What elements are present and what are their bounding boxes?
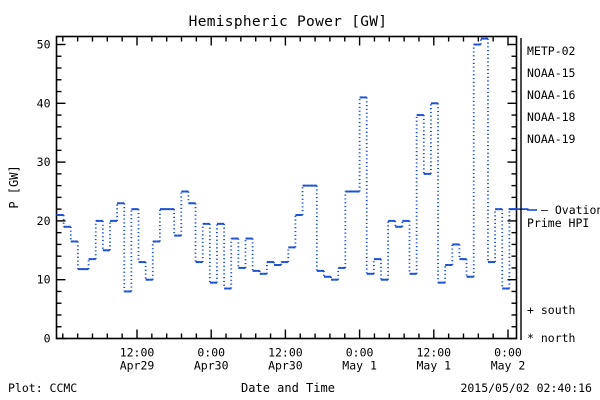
y-tick-label: 10 (37, 273, 51, 287)
ovation-legend-line2: Prime HPI (527, 216, 589, 230)
page-title: Hemispheric Power [GW] (189, 14, 388, 30)
x-tick-label-date: May 1 (416, 359, 451, 373)
legend-item-metp-02[interactable]: METP-02 (527, 44, 575, 58)
legend-ovation: — Ovation Prime HPI (527, 203, 600, 230)
legend-item-noaa-16[interactable]: NOAA-16 (527, 88, 576, 102)
x-tick-label-time: 12:00 (120, 346, 155, 360)
y-axis: 0 10 20 30 40 50 (37, 38, 517, 346)
y-tick-label: 20 (37, 214, 51, 228)
y-axis-label: P [GW] (7, 165, 21, 208)
x-tick-label-date: Apr30 (268, 359, 303, 373)
y-tick-label: 40 (37, 96, 51, 110)
south-marker-label: + south (527, 303, 575, 317)
x-tick-label-time: 12:00 (416, 346, 451, 360)
legend-item-noaa-19[interactable]: NOAA-19 (527, 132, 576, 146)
y-tick-label: 30 (37, 155, 51, 169)
render-timestamp: 2015/05/02 02:40:16 (460, 381, 592, 395)
plot-frame (55, 35, 518, 340)
y-tick-label: 50 (37, 38, 51, 52)
x-tick-label-date: Apr29 (120, 359, 155, 373)
x-tick-label-time: 12:00 (268, 346, 303, 360)
legend-item-noaa-15[interactable]: NOAA-15 (527, 66, 575, 80)
legend: METP-02 NOAA-15 NOAA-16 NOAA-18 NOAA-19 (520, 38, 576, 340)
plot-credit: Plot: CCMC (8, 381, 77, 395)
x-tick-label-date: Apr30 (194, 359, 229, 373)
x-tick-label-date: May 2 (491, 359, 526, 373)
y-tick-label: 0 (44, 332, 51, 346)
x-axis-label: Date and Time (241, 381, 335, 395)
data-series-layer (56, 37, 517, 293)
legend-item-noaa-18[interactable]: NOAA-18 (527, 110, 576, 124)
x-tick-label-date: May 1 (342, 359, 377, 373)
ovation-legend-line1: — Ovation (541, 203, 600, 217)
north-marker-label: * north (527, 331, 575, 345)
x-tick-label-time: 0:00 (197, 346, 225, 360)
x-tick-label-time: 0:00 (494, 346, 522, 360)
x-tick-label-time: 0:00 (346, 346, 374, 360)
series-noaa-15 (56, 37, 517, 293)
